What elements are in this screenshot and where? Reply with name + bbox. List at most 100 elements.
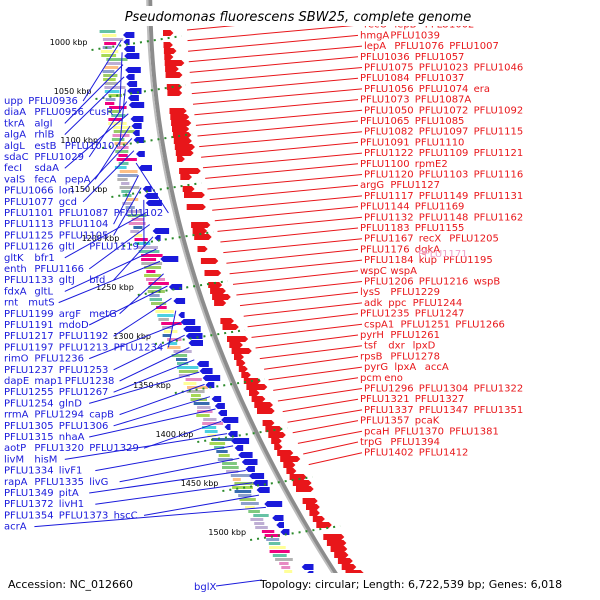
tick-line bbox=[111, 182, 202, 198]
band-segment bbox=[254, 522, 265, 525]
reverse-feature bbox=[227, 431, 238, 437]
gene-label: PFLU1255 bbox=[4, 387, 54, 398]
band-segment bbox=[101, 54, 117, 57]
band-segment bbox=[148, 286, 162, 289]
band-segment bbox=[178, 374, 190, 377]
band-segment bbox=[248, 510, 260, 513]
band-segment bbox=[108, 94, 122, 97]
label-leader bbox=[195, 109, 363, 126]
reverse-feature bbox=[133, 137, 145, 143]
genome-backbone bbox=[148, 0, 355, 600]
forward-feature bbox=[164, 54, 174, 60]
forward-feature bbox=[277, 450, 294, 456]
gene-label: PFLU1234 bbox=[114, 342, 164, 353]
gene-label: tsf bbox=[364, 341, 377, 352]
gene-label: PFLU1085 bbox=[415, 116, 465, 127]
band-segment bbox=[102, 70, 115, 73]
gene-label: gltK bbox=[4, 253, 24, 264]
gene-label: wspB bbox=[474, 277, 501, 288]
label-leader bbox=[113, 359, 195, 393]
band-segment bbox=[127, 214, 147, 217]
reverse-feature bbox=[211, 396, 222, 402]
band-segment bbox=[134, 238, 148, 241]
label-leader bbox=[209, 184, 359, 201]
reverse-feature bbox=[238, 452, 253, 458]
gene-label: PFLU1237 bbox=[4, 365, 54, 376]
band-segment bbox=[104, 82, 118, 85]
forward-feature bbox=[204, 270, 222, 276]
gene-label: PFLU1357 bbox=[360, 416, 410, 427]
gene-label: PFLU1126 bbox=[4, 242, 54, 253]
band-segment bbox=[239, 498, 256, 501]
gene-label: PFLU1213 bbox=[59, 342, 109, 353]
band-segment bbox=[268, 542, 281, 545]
band-segment bbox=[104, 86, 126, 89]
forward-feature bbox=[192, 228, 208, 234]
label-leader bbox=[207, 174, 363, 190]
band-segment bbox=[177, 362, 189, 365]
band-segment bbox=[281, 566, 291, 569]
gene-label: recX bbox=[419, 234, 442, 245]
band-segment bbox=[115, 150, 129, 153]
gene-label: PFLU1351 bbox=[474, 405, 524, 416]
gene-label: PFLU1217 bbox=[4, 331, 54, 342]
label-leader bbox=[119, 89, 126, 146]
band-segment bbox=[240, 502, 259, 505]
band-segment bbox=[116, 158, 137, 161]
gene-label: argF bbox=[59, 309, 81, 320]
forward-feature bbox=[306, 504, 320, 510]
gene-label: pyrH bbox=[360, 330, 384, 341]
gene-label: eno bbox=[384, 373, 403, 384]
band-segment bbox=[217, 458, 233, 461]
label-leader bbox=[89, 470, 246, 494]
gene-label: PFLU1253 bbox=[59, 365, 109, 376]
band-segment bbox=[178, 370, 199, 373]
gene-label: PFLU1315 bbox=[4, 432, 54, 443]
forward-feature bbox=[274, 444, 283, 450]
gene-label: PFLU1354 bbox=[4, 510, 54, 521]
band-segment bbox=[108, 118, 123, 121]
gene-label: pitA bbox=[59, 488, 79, 499]
gene-label: wspC bbox=[360, 266, 387, 277]
gene-label: era bbox=[474, 84, 490, 95]
gene-label: PFLU1162 bbox=[474, 212, 524, 223]
gene-label: PFLU1206 bbox=[364, 277, 414, 288]
label-leader bbox=[236, 281, 363, 296]
reverse-feature bbox=[123, 32, 135, 38]
gene-label: valS bbox=[4, 174, 25, 185]
label-leader bbox=[232, 270, 359, 285]
forward-feature bbox=[341, 564, 357, 570]
band-segment bbox=[207, 434, 217, 437]
gene-label: PFLU1110 bbox=[415, 137, 465, 148]
forward-feature bbox=[163, 42, 173, 48]
reverse-feature bbox=[231, 438, 250, 444]
forward-feature bbox=[271, 438, 282, 444]
forward-feature bbox=[238, 366, 248, 372]
reverse-feature bbox=[126, 81, 138, 87]
gene-label: PFLU1183 bbox=[360, 223, 410, 234]
gene-label: PFLU1092 bbox=[474, 105, 524, 116]
reverse-feature bbox=[138, 165, 152, 171]
band-segment bbox=[141, 262, 163, 265]
gene-label: PFLU1082 bbox=[364, 127, 414, 138]
gene-label: rrmA bbox=[4, 410, 29, 421]
band-segment bbox=[137, 246, 158, 249]
gene-label: PFLU1149 bbox=[419, 191, 469, 202]
forward-feature bbox=[173, 138, 192, 144]
gene-label: PFLU1113 bbox=[4, 219, 54, 230]
label-leader bbox=[303, 441, 359, 455]
label-leader bbox=[64, 433, 228, 460]
forward-feature bbox=[312, 516, 325, 522]
band-segment bbox=[156, 306, 167, 309]
band-segment bbox=[190, 398, 207, 401]
gene-label: PFLU1075 bbox=[364, 63, 414, 74]
label-leader bbox=[188, 34, 359, 52]
gene-label: PFLU1191 bbox=[4, 320, 54, 331]
gene-label: rpmE2 bbox=[415, 159, 448, 170]
gene-label: PFLU1195 bbox=[443, 255, 493, 266]
band-segment bbox=[216, 450, 228, 453]
gene-label: pyrG bbox=[364, 362, 388, 373]
label-leader bbox=[64, 113, 129, 169]
label-leader bbox=[113, 187, 142, 236]
label-leader bbox=[201, 141, 359, 158]
